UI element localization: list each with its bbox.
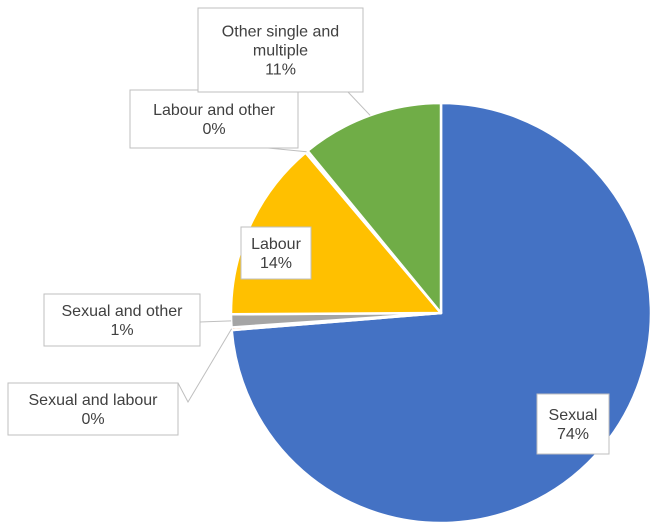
data-label-value-labour-and-other: 0% [202,121,225,138]
data-label-category-other-single-and-multiple-1: multiple [253,43,308,60]
data-label-category-sexual-0: Sexual [549,407,598,424]
leader-line-labour-and-other [267,147,307,153]
leader-line-sexual-and-labour [177,328,233,404]
pie-slices [229,101,653,523]
data-label-value-sexual-and-labour: 0% [81,411,104,428]
data-label-category-labour-and-other-0: Labour and other [153,102,276,119]
data-label-category-labour-0: Labour [251,236,301,253]
data-label-value-other-single-and-multiple: 11% [265,62,296,79]
data-label-value-labour: 14% [260,255,292,272]
callout-box-sexual-and-other [43,293,201,347]
callout-box-sexual-and-labour [7,382,179,436]
data-label-callouts: Sexual 74% Sexual and labour 0% Sexual and o… [7,7,610,455]
data-label-category-sexual-and-other-0: Sexual and other [62,303,184,320]
leader-line-sexual-and-other [199,320,232,323]
callout-box-other-single-and-multiple [197,7,364,93]
slice-other-single-and-multiple [306,101,443,315]
data-label-value-sexual: 74% [557,426,589,443]
callout-box-labour [240,226,312,280]
data-label-category-sexual-and-labour-0: Sexual and labour [29,392,159,409]
callout-box-sexual [536,393,610,455]
data-label-category-other-single-and-multiple-0: Other single and [222,24,339,41]
data-label-value-sexual-and-other: 1% [110,322,133,339]
leader-line-other-single-and-multiple [347,91,371,116]
callout-box-labour-and-other [129,89,299,149]
